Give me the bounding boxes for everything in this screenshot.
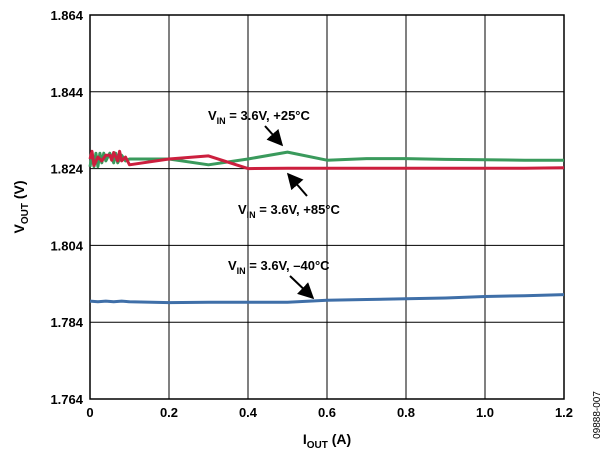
x-tick-label: 0.2 bbox=[160, 405, 178, 420]
annotation-25c: VIN = 3.6V, +25°C bbox=[208, 108, 311, 145]
x-tick-label: 1.0 bbox=[476, 405, 494, 420]
y-axis-label: VOUT (V) bbox=[11, 180, 31, 233]
y-axis-label-unit: (V) bbox=[11, 180, 27, 203]
x-axis-label-unit: (A) bbox=[328, 431, 351, 447]
y-tick-label: 1.764 bbox=[50, 392, 83, 407]
x-tick-label: 0.8 bbox=[397, 405, 415, 420]
annotation-85c: VIN = 3.6V, +85°C bbox=[238, 174, 341, 220]
x-axis-label-sub: OUT bbox=[307, 440, 328, 451]
y-tick-label: 1.824 bbox=[50, 162, 83, 177]
y-axis-label-sub: OUT bbox=[20, 203, 31, 224]
annotation-85c-arrow bbox=[288, 174, 307, 196]
y-tick-label: 1.864 bbox=[50, 8, 83, 23]
svg-text:VIN = 3.6V, +25°C: VIN = 3.6V, +25°C bbox=[208, 108, 311, 126]
x-axis-label: IOUT (A) bbox=[303, 431, 351, 451]
annotation-minus40c: VIN = 3.6V, –40°C bbox=[228, 258, 330, 298]
y-tick-label: 1.784 bbox=[50, 315, 83, 330]
annotation-25c-arrow bbox=[265, 126, 282, 145]
figure-id: 09888-007 bbox=[592, 391, 603, 439]
x-tick-label: 0.4 bbox=[239, 405, 258, 420]
annotation-minus40c-arrow bbox=[290, 276, 313, 298]
y-tick-label: 1.844 bbox=[50, 85, 83, 100]
x-tick-label: 0 bbox=[86, 405, 93, 420]
svg-text:VIN = 3.6V, +85°C: VIN = 3.6V, +85°C bbox=[238, 202, 341, 220]
x-tick-label: 1.2 bbox=[555, 405, 573, 420]
x-tick-label: 0.6 bbox=[318, 405, 336, 420]
y-tick-label: 1.804 bbox=[50, 238, 83, 253]
annotations: VIN = 3.6V, +25°C VIN = 3.6V, +85°C VIN … bbox=[208, 108, 341, 298]
svg-text:VIN = 3.6V, –40°C: VIN = 3.6V, –40°C bbox=[228, 258, 330, 276]
